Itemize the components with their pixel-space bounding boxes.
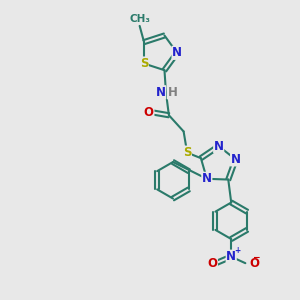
- Text: N: N: [202, 172, 212, 185]
- Text: −: −: [252, 254, 260, 262]
- Text: N: N: [226, 250, 236, 263]
- Text: N: N: [231, 153, 241, 166]
- Text: O: O: [249, 257, 259, 270]
- Text: O: O: [144, 106, 154, 119]
- Text: CH₃: CH₃: [129, 14, 150, 24]
- Text: O: O: [207, 257, 218, 270]
- Text: +: +: [235, 246, 241, 255]
- Text: N: N: [214, 140, 224, 153]
- Text: N: N: [172, 46, 182, 59]
- Text: N: N: [156, 86, 166, 99]
- Text: S: S: [140, 57, 148, 70]
- Text: H: H: [167, 86, 177, 99]
- Text: S: S: [183, 146, 191, 159]
